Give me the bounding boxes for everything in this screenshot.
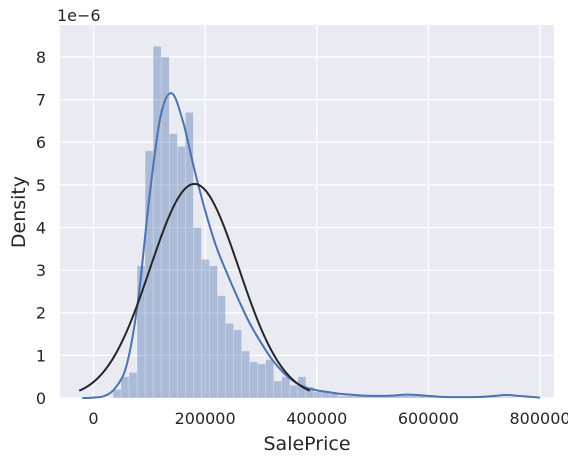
histogram-bar — [225, 323, 234, 399]
y-tick-label: 4 — [36, 218, 46, 237]
x-tick-label: 0 — [88, 409, 98, 428]
y-tick-label: 0 — [36, 389, 46, 408]
histogram-bar — [241, 350, 250, 399]
histogram-bar — [128, 372, 138, 399]
y-tick-label: 7 — [36, 91, 46, 110]
kde-line — [82, 92, 541, 399]
y-tick-label: 2 — [36, 304, 46, 323]
x-tick-label: 800000 — [510, 409, 568, 428]
histogram-bar — [345, 395, 355, 399]
histogram-bar — [249, 361, 258, 399]
histogram-bar — [176, 146, 186, 399]
plot-background — [60, 25, 554, 398]
histogram-bar — [402, 395, 411, 399]
histogram-bar — [337, 395, 347, 399]
x-tick-label: 400000 — [286, 409, 347, 428]
histogram-bar — [305, 387, 315, 399]
histogram-bar — [144, 150, 154, 399]
y-tick-label: 3 — [36, 261, 46, 280]
histogram-bar — [120, 376, 130, 399]
histogram-bar — [313, 391, 323, 399]
y-axis-label: Density — [8, 176, 30, 248]
x-tick-label: 200000 — [175, 409, 236, 428]
y-tick-label: 8 — [36, 48, 46, 67]
y-tick-label: 6 — [36, 133, 46, 152]
x-tick-label: 600000 — [398, 409, 459, 428]
histogram-bar — [209, 265, 218, 399]
histogram-bar — [193, 227, 202, 399]
histogram-bar — [112, 389, 122, 399]
histogram-bar — [217, 295, 226, 399]
histogram-bar — [265, 359, 275, 399]
histogram-bar — [257, 363, 266, 399]
histogram-bar — [410, 395, 419, 399]
y-tick-label: 5 — [36, 176, 46, 195]
normal-fit-line — [78, 182, 311, 392]
histogram-bar — [233, 329, 242, 399]
histogram-bar — [273, 380, 283, 399]
histogram-bar — [152, 46, 162, 399]
histogram-bar — [506, 396, 516, 399]
x-tick-labels: 0 200000 400000 600000 800000 — [88, 409, 568, 428]
histogram-bar — [289, 384, 299, 399]
histogram-bar — [498, 396, 508, 399]
grid — [60, 25, 554, 399]
y-tick-labels: 0 1 2 3 4 5 6 7 8 — [36, 48, 46, 408]
histogram-bar — [490, 396, 500, 399]
histogram-bar — [168, 133, 178, 399]
x-axis-label: SalePrice — [263, 433, 350, 455]
histogram-bar — [201, 259, 210, 399]
y-offset-label: 1e−6 — [57, 6, 101, 25]
histogram-bar — [281, 376, 291, 399]
y-tick-label: 1 — [36, 346, 46, 365]
histogram-bar — [185, 112, 194, 399]
